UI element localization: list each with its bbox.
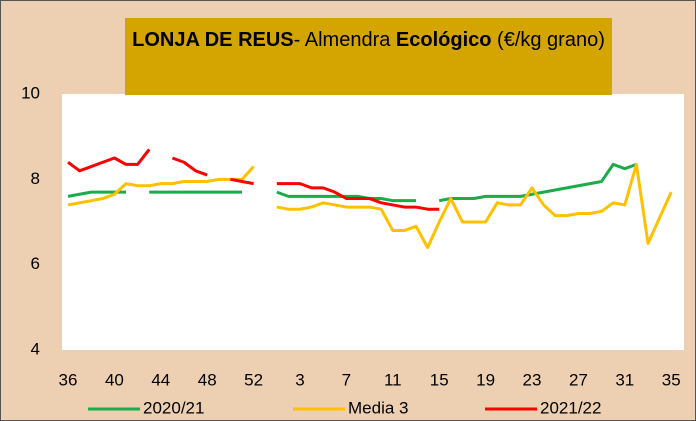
y-tick-label: 6 bbox=[31, 254, 40, 273]
title-part: LONJA DE REUS bbox=[132, 29, 294, 51]
x-tick-label: 23 bbox=[523, 370, 542, 389]
series-line bbox=[67, 162, 673, 250]
y-tick-label: 10 bbox=[21, 83, 40, 102]
chart-title: LONJA DE REUS- Almendra Ecológico (€/kg … bbox=[125, 18, 612, 95]
x-tick-label: 40 bbox=[105, 370, 124, 389]
x-tick-label: 15 bbox=[430, 370, 449, 389]
plot-area bbox=[62, 94, 684, 350]
x-tick-label: 19 bbox=[476, 370, 495, 389]
x-tick-label: 44 bbox=[151, 370, 170, 389]
x-tick-label: 52 bbox=[244, 370, 263, 389]
x-tick-label: 35 bbox=[662, 370, 681, 389]
x-tick-label: 3 bbox=[295, 370, 304, 389]
x-tick-label: 11 bbox=[384, 370, 402, 389]
y-tick-label: 4 bbox=[31, 339, 40, 358]
x-tick-label: 48 bbox=[198, 370, 217, 389]
x-tick-label: 7 bbox=[342, 370, 351, 389]
x-tick-label: 36 bbox=[59, 370, 78, 389]
title-part: - Almendra bbox=[293, 29, 396, 51]
y-tick-label: 8 bbox=[31, 169, 40, 188]
x-tick-label: 31 bbox=[615, 370, 634, 389]
x-tick-label: 27 bbox=[569, 370, 588, 389]
title-part: Ecológico bbox=[395, 29, 492, 51]
series-line bbox=[67, 162, 637, 203]
series-line bbox=[67, 148, 440, 211]
legend-label: 2020/21 bbox=[143, 398, 204, 417]
legend-label: 2021/22 bbox=[540, 398, 601, 417]
legend-label: Media 3 bbox=[348, 398, 408, 417]
title-part: (€/kg grano) bbox=[491, 29, 605, 51]
